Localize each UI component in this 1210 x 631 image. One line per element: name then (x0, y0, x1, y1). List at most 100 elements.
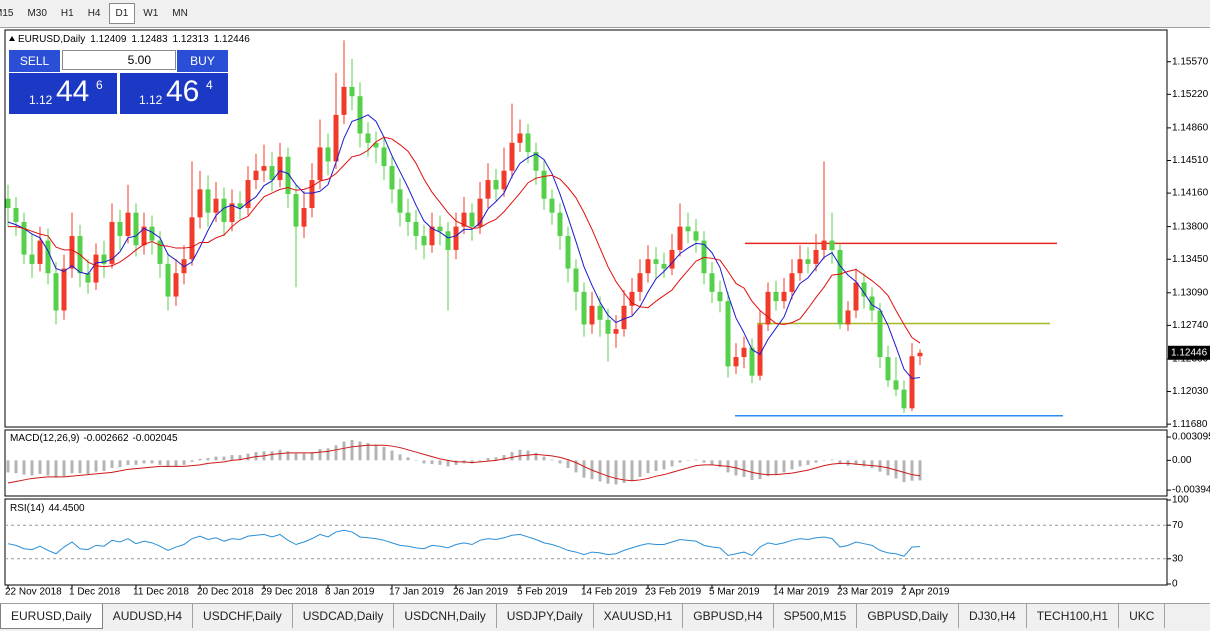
macd-bar (102, 460, 106, 471)
rsi-value: 44.4500 (48, 503, 85, 514)
macd-bar (302, 453, 306, 461)
macd-bar (758, 460, 762, 480)
macd-bar (390, 450, 394, 461)
timeframe-button[interactable]: H4 (87, 8, 101, 19)
candle-body (853, 282, 859, 311)
macd-bar (30, 460, 34, 476)
chart-tab[interactable]: UKC (1119, 604, 1166, 628)
rsi-panel-frame (4, 498, 1168, 586)
timeframe-button[interactable]: MN (172, 8, 188, 19)
macd-value: -0.002662 (83, 433, 128, 444)
x-tick-label: 26 Jan 2019 (453, 587, 508, 598)
symbol-title: EURUSD,Daily (18, 34, 85, 45)
candle-body (469, 212, 475, 227)
candle-body (893, 380, 899, 390)
bid-quote[interactable]: 1.12 44 6 (9, 73, 117, 114)
macd-bar (574, 460, 578, 473)
ohlc-value: 1.12446 (214, 34, 251, 45)
chart-tab[interactable]: USDCNH,Daily (394, 604, 497, 628)
candle-body (133, 212, 139, 246)
timeframe-button[interactable]: M30 (27, 8, 47, 19)
timeframe-button[interactable]: W1 (143, 8, 159, 19)
candle-body (749, 347, 755, 376)
candle-body (189, 217, 195, 260)
chart-tab[interactable]: USDJPY,Daily (497, 604, 594, 628)
y-tick-label: 1.14160 (1172, 188, 1209, 199)
macd-bar (6, 460, 10, 473)
timeframe-button[interactable]: D1 (108, 3, 136, 24)
macd-bar (662, 460, 666, 470)
macd-bar (606, 460, 610, 484)
chart-tab[interactable]: XAUUSD,H1 (594, 604, 684, 628)
chart-tab[interactable]: EURUSD,Daily (0, 604, 103, 629)
x-tick-label: 14 Feb 2019 (581, 587, 638, 598)
chart-tab[interactable]: TECH100,H1 (1027, 604, 1120, 628)
bid-prefix: 1.12 (29, 93, 53, 107)
macd-bar (894, 460, 898, 479)
indicator-header: MACD(12,26,9) -0.002662 -0.002045 (10, 433, 178, 444)
candle-body (301, 208, 307, 227)
macd-bar (702, 460, 706, 463)
macd-bar (214, 456, 218, 461)
macd-bar (94, 460, 98, 472)
chart-tab[interactable]: DJ30,H4 (959, 604, 1027, 628)
candle-body (365, 133, 371, 143)
candle-body (445, 231, 451, 250)
macd-bar (310, 452, 314, 461)
candle-body (341, 86, 347, 115)
macd-bar (286, 451, 290, 461)
timeframe-button[interactable]: H1 (60, 8, 74, 19)
macd-bar (246, 453, 250, 461)
macd-bar (270, 451, 274, 461)
candle-body (485, 180, 491, 199)
timeframe-toolbar: M15 M30 H1 H4 D1 W1 MN (0, 0, 1210, 28)
lot-field[interactable]: 5.00 (62, 50, 176, 70)
candle-body (629, 291, 635, 306)
candle-body (285, 156, 291, 195)
sell-button[interactable]: SELL (9, 50, 60, 72)
chart-tab[interactable]: USDCHF,Daily (193, 604, 293, 628)
chart-tab[interactable]: GBPUSD,Daily (857, 604, 960, 628)
candle-body (349, 86, 355, 97)
y-tick-label: 1.13090 (1172, 287, 1209, 298)
price-marker-box (1168, 345, 1210, 360)
macd-bar (742, 460, 746, 477)
macd-bar (294, 453, 298, 461)
indicator-title: RSI(14) (10, 503, 44, 514)
candle-body (421, 235, 427, 246)
chart-tab[interactable]: GBPUSD,H4 (683, 604, 774, 628)
candle-body (21, 221, 27, 255)
candle-body (453, 226, 459, 250)
buy-button[interactable]: BUY (177, 50, 228, 72)
timeframe-button[interactable]: M15 (0, 8, 14, 19)
macd-bar (70, 460, 74, 474)
signal-line (7, 444, 921, 484)
rsi-line (7, 529, 921, 557)
macd-bar (430, 460, 434, 465)
candle-body (149, 226, 155, 241)
moving-average (8, 136, 921, 344)
x-tick-label: 22 Nov 2018 (5, 587, 62, 598)
macd-bar (502, 455, 506, 461)
macd-bar (670, 460, 674, 467)
macd-bar (806, 460, 810, 465)
macd-bar (190, 460, 194, 462)
ask-prefix: 1.12 (139, 93, 163, 107)
macd-bar (478, 460, 482, 462)
macd-bar (150, 460, 154, 464)
candle-body (645, 259, 651, 274)
candle-body (549, 198, 555, 213)
chart-tab[interactable]: SP500,M15 (774, 604, 858, 628)
macd-bar (542, 456, 546, 461)
indicator-header: RSI(14) 44.4500 (10, 503, 85, 514)
candle-body (237, 203, 243, 209)
collapse-icon[interactable] (9, 36, 15, 41)
candle-body (661, 263, 667, 269)
y-tick-label: 1.12030 (1172, 386, 1209, 397)
chart-tab[interactable]: USDCAD,Daily (293, 604, 395, 628)
chart-tab[interactable]: AUDUSD,H4 (103, 604, 194, 628)
candle-body (69, 235, 75, 269)
ask-quote[interactable]: 1.12 46 4 (120, 73, 228, 114)
candle-body (93, 254, 99, 283)
candle-body (197, 189, 203, 218)
